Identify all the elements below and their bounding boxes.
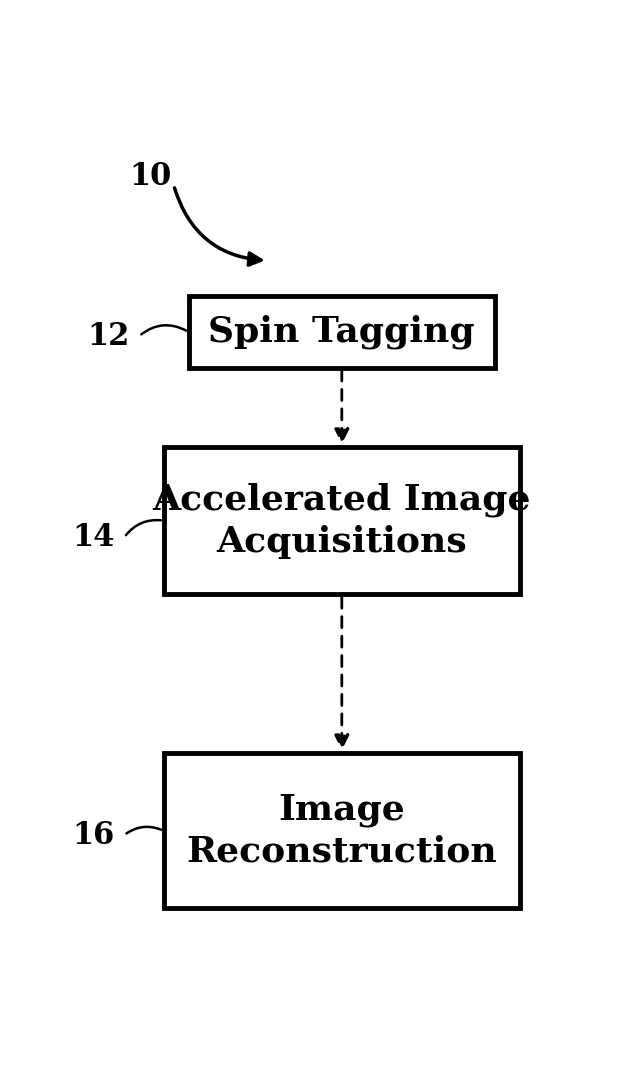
Text: Image
Reconstruction: Image Reconstruction bbox=[186, 793, 497, 869]
FancyBboxPatch shape bbox=[164, 754, 520, 908]
Text: 10: 10 bbox=[129, 161, 172, 193]
FancyArrowPatch shape bbox=[175, 187, 261, 266]
Text: 16: 16 bbox=[72, 820, 114, 851]
FancyBboxPatch shape bbox=[189, 296, 495, 368]
FancyArrowPatch shape bbox=[141, 326, 186, 334]
Text: 12: 12 bbox=[87, 320, 129, 352]
Text: 14: 14 bbox=[72, 522, 114, 553]
FancyArrowPatch shape bbox=[126, 521, 161, 535]
Text: Accelerated Image
Acquisitions: Accelerated Image Acquisitions bbox=[152, 482, 531, 559]
Text: Spin Tagging: Spin Tagging bbox=[209, 315, 475, 350]
FancyArrowPatch shape bbox=[126, 827, 161, 833]
FancyBboxPatch shape bbox=[164, 448, 520, 594]
